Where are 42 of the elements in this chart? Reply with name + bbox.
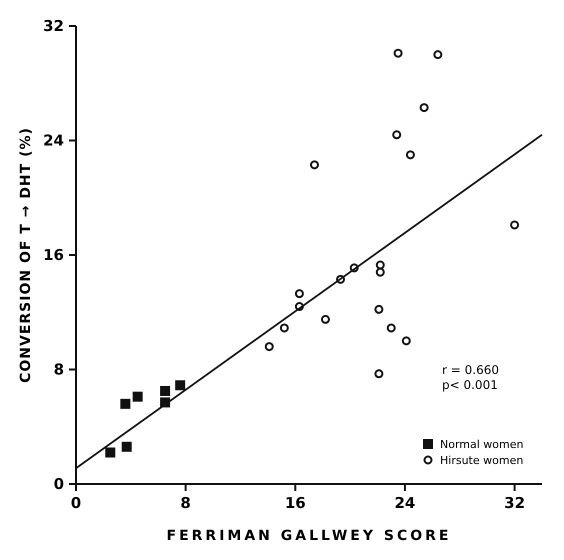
y-tick-label: 24 xyxy=(43,132,64,150)
point xyxy=(394,48,403,58)
point xyxy=(320,314,330,324)
point xyxy=(120,398,130,409)
point xyxy=(402,336,411,346)
y-tick-label: 32 xyxy=(43,17,64,35)
point xyxy=(386,323,396,332)
point xyxy=(280,323,289,332)
point xyxy=(420,103,429,112)
annotation: p< 0.001 xyxy=(442,378,498,392)
point xyxy=(392,130,402,140)
point xyxy=(374,369,384,378)
point xyxy=(376,268,385,277)
point xyxy=(406,150,415,160)
x-tick-label: 32 xyxy=(504,494,526,512)
x-tick-label: 8 xyxy=(180,494,191,512)
point xyxy=(160,386,170,396)
y-tick-label: 16 xyxy=(43,246,64,264)
x-tick-label: 16 xyxy=(284,494,306,512)
x-tick-label: 0 xyxy=(70,494,82,512)
legend-label: Hirsute women xyxy=(440,454,524,467)
point xyxy=(264,342,274,352)
point xyxy=(510,220,520,230)
y-tick-label: 8 xyxy=(54,360,64,378)
y-tick-label: 0 xyxy=(54,475,64,493)
point xyxy=(175,380,186,390)
legend-label: Normal women xyxy=(440,438,524,451)
point xyxy=(132,392,143,402)
point xyxy=(294,302,304,312)
x-tick-label: 24 xyxy=(394,494,416,512)
x-axis-title: FERRIMAN GALLWEY SCORE xyxy=(166,528,452,544)
point xyxy=(376,260,385,270)
y-axis-title: CONVERSION OF T → DHT (%) xyxy=(18,127,34,383)
point xyxy=(350,263,359,272)
point xyxy=(105,448,116,458)
point xyxy=(122,442,132,452)
annotation: r = 0.660 xyxy=(442,363,499,377)
point xyxy=(336,274,346,284)
point xyxy=(294,289,304,298)
point xyxy=(310,160,319,170)
point xyxy=(433,50,442,60)
point xyxy=(374,304,384,314)
